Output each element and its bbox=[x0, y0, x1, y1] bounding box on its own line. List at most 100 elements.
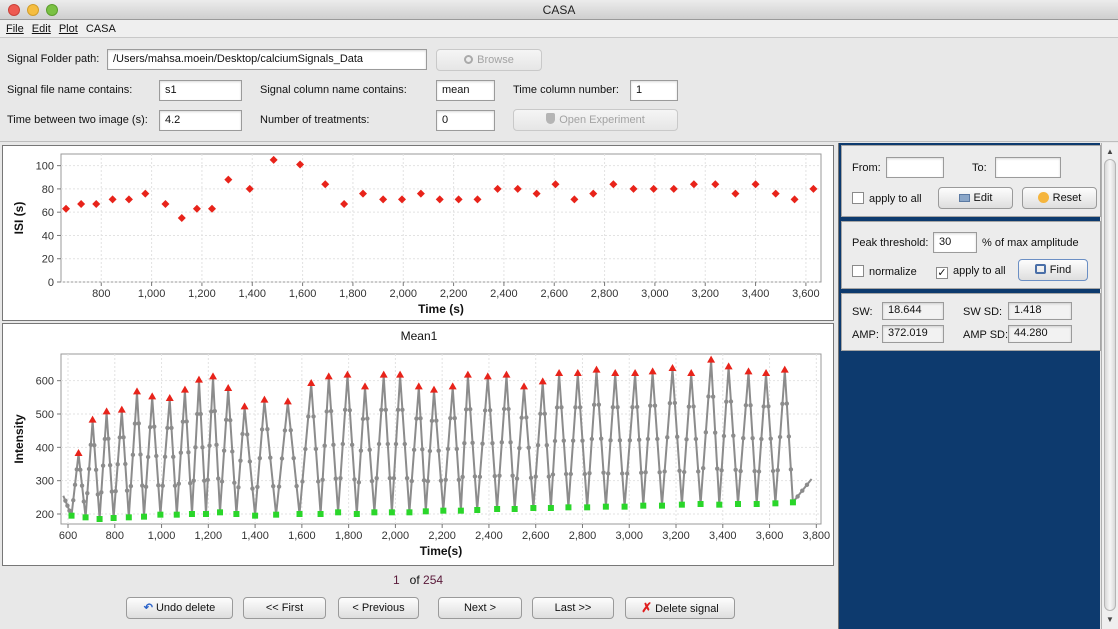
isi-point bbox=[124, 195, 133, 204]
signal-sample-point bbox=[759, 436, 764, 442]
normalize-option[interactable]: normalize bbox=[852, 265, 917, 278]
menu-file[interactable]: File bbox=[6, 23, 24, 35]
shield-icon bbox=[546, 113, 556, 124]
minimize-window-button[interactable] bbox=[27, 4, 39, 16]
vertical-scrollbar[interactable]: ▲ ▼ bbox=[1101, 143, 1118, 629]
signal-sample-point bbox=[271, 483, 276, 489]
time-between-label: Time between two image (s): bbox=[7, 114, 148, 126]
isi-point bbox=[358, 189, 367, 198]
signal-sample-point bbox=[443, 477, 448, 483]
signal-sample-point bbox=[743, 403, 749, 408]
signal-sample-point bbox=[766, 404, 771, 409]
menu-edit[interactable]: Edit bbox=[31, 23, 51, 35]
reset-button[interactable]: Reset bbox=[1022, 187, 1097, 209]
isi-point bbox=[649, 184, 658, 193]
find-button[interactable]: Find bbox=[1018, 259, 1088, 281]
signal-sample-point bbox=[303, 446, 308, 452]
y-tick-label: 20 bbox=[42, 254, 54, 266]
peak-marker bbox=[133, 387, 141, 395]
signal-sample-point bbox=[580, 438, 585, 443]
signal-sample-point bbox=[228, 418, 233, 423]
peak-marker bbox=[343, 370, 352, 378]
folder-path-field[interactable]: /Users/mahsa.moein/Desktop/calciumSignal… bbox=[107, 49, 427, 70]
trough-marker bbox=[252, 512, 259, 519]
menu-plot[interactable]: Plot bbox=[58, 23, 78, 35]
scroll-thumb[interactable] bbox=[1104, 159, 1116, 611]
column-contains-field[interactable]: mean bbox=[436, 80, 495, 101]
trough-marker bbox=[547, 505, 554, 511]
to-label: To: bbox=[972, 162, 987, 174]
open-experiment-button[interactable]: Open Experiment bbox=[513, 109, 678, 131]
browse-button[interactable]: Browse bbox=[436, 49, 542, 71]
signal-sample-point bbox=[176, 481, 181, 486]
first-button[interactable]: << First bbox=[243, 597, 326, 619]
signal-sample-point bbox=[761, 404, 766, 409]
signal-sample-point bbox=[338, 475, 343, 481]
x-tick-label: 2,800 bbox=[591, 288, 619, 300]
signal-sample-point bbox=[582, 471, 588, 477]
signal-sample-point bbox=[510, 473, 515, 478]
previous-button[interactable]: < Previous bbox=[338, 597, 419, 619]
apply-all-peaks-checkbox[interactable]: ✓ bbox=[936, 267, 948, 279]
signal-sample-point bbox=[506, 406, 511, 412]
signal-sample-point bbox=[259, 427, 265, 432]
from-field[interactable] bbox=[886, 157, 944, 178]
signal-sample-point bbox=[533, 474, 538, 479]
signal-sample-point bbox=[245, 432, 250, 437]
signal-sample-point bbox=[665, 435, 670, 440]
signal-sample-point bbox=[561, 438, 566, 443]
trough-marker bbox=[68, 512, 75, 519]
peak-threshold-suffix: % of max amplitude bbox=[982, 237, 1079, 249]
delete-x-icon: ✗ bbox=[641, 600, 653, 615]
range-edit-box: From: To: apply to all Edit Reset bbox=[841, 145, 1101, 217]
apply-all-range-checkbox[interactable] bbox=[852, 192, 864, 204]
signal-sample-point bbox=[79, 483, 85, 488]
x-tick-label: 2,600 bbox=[522, 530, 550, 542]
peak-marker bbox=[414, 382, 423, 390]
signal-sample-point bbox=[686, 404, 692, 409]
undo-delete-button[interactable]: ↶ Undo delete bbox=[126, 597, 233, 619]
scroll-down-arrow-icon[interactable]: ▼ bbox=[1106, 615, 1114, 624]
peak-threshold-field[interactable]: 30 bbox=[933, 232, 977, 253]
signal-sample-point bbox=[741, 435, 746, 441]
x-tick-label: 2,200 bbox=[428, 530, 456, 542]
page-current: 1 bbox=[392, 573, 400, 587]
isi-point bbox=[609, 180, 618, 189]
normalize-checkbox[interactable] bbox=[852, 265, 864, 277]
time-column-label: Time column number: bbox=[513, 84, 619, 96]
scroll-up-arrow-icon[interactable]: ▲ bbox=[1106, 147, 1114, 156]
menu-casa[interactable]: CASA bbox=[85, 23, 116, 35]
to-field[interactable] bbox=[995, 157, 1061, 178]
signal-sample-point bbox=[568, 471, 573, 477]
signal-sample-point bbox=[188, 480, 193, 486]
zoom-window-button[interactable] bbox=[46, 4, 58, 16]
next-button[interactable]: Next > bbox=[438, 597, 522, 619]
time-column-field[interactable]: 1 bbox=[630, 80, 678, 101]
isi-point bbox=[77, 200, 86, 209]
signal-sample-point bbox=[748, 403, 753, 408]
apply-all-range[interactable]: apply to all bbox=[852, 192, 922, 205]
time-between-field[interactable]: 4.2 bbox=[159, 110, 242, 131]
close-window-button[interactable] bbox=[8, 4, 20, 16]
x-tick-label: 2,200 bbox=[440, 288, 468, 300]
x-tick-label: 3,400 bbox=[742, 288, 770, 300]
last-button[interactable]: Last >> bbox=[532, 597, 614, 619]
apply-all-peaks[interactable]: ✓ apply to all bbox=[936, 265, 1006, 279]
signal-sample-point bbox=[147, 424, 153, 430]
trough-marker bbox=[658, 502, 665, 509]
isi-point bbox=[161, 200, 170, 209]
signal-sample-point bbox=[636, 437, 642, 443]
signal-sample-point bbox=[300, 479, 305, 484]
edit-button[interactable]: Edit bbox=[938, 187, 1013, 209]
signal-sample-point bbox=[395, 407, 401, 413]
signal-sample-point bbox=[342, 407, 348, 413]
isi-point bbox=[207, 204, 216, 213]
delete-signal-button[interactable]: ✗ Delete signal bbox=[625, 597, 735, 619]
file-contains-field[interactable]: s1 bbox=[159, 80, 242, 101]
treatments-field[interactable]: 0 bbox=[436, 110, 495, 131]
peak-marker bbox=[762, 369, 771, 376]
signal-sample-point bbox=[145, 454, 151, 460]
signal-sample-point bbox=[456, 477, 462, 483]
from-label: From: bbox=[852, 162, 881, 174]
signal-sample-point bbox=[250, 486, 255, 491]
